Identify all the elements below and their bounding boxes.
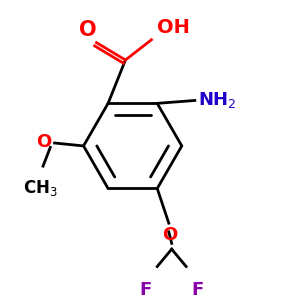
Text: F: F xyxy=(192,281,204,299)
Text: NH$_2$: NH$_2$ xyxy=(198,91,236,110)
Text: OH: OH xyxy=(157,18,190,37)
Text: CH$_3$: CH$_3$ xyxy=(23,178,58,198)
Text: O: O xyxy=(37,133,52,151)
Text: F: F xyxy=(140,281,152,299)
Text: O: O xyxy=(163,226,178,244)
Text: O: O xyxy=(79,20,97,40)
